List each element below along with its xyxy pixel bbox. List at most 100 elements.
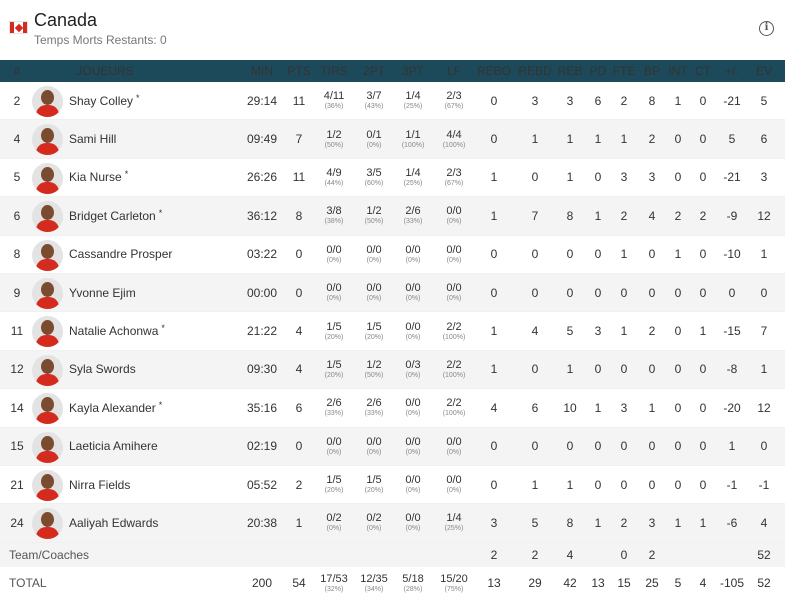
int-header[interactable]: INT — [668, 64, 688, 78]
ct-cell: 0 — [699, 132, 707, 147]
table-row[interactable]: 15 Laeticia Amihere 02:19 0 0/0 (0%) 0/0 (0%) 0/… — [0, 427, 785, 466]
table-row[interactable]: 12 Syla Swords 09:30 4 1/5 (20%) 1/2 (50%) 0/3 (0… — [0, 350, 785, 390]
p2-cell: 3/7 (43%) — [355, 82, 393, 119]
info-icon[interactable]: i — [759, 21, 774, 36]
table-row[interactable]: 14 Kayla Alexander * 35:16 6 2/6 (33%) 2/6 (33%)… — [0, 389, 785, 428]
p2-made-attempted: 1/5 — [366, 320, 382, 333]
plus-minus-header[interactable]: +/- — [724, 64, 740, 78]
p3-cell: 0/0 (0%) — [394, 504, 432, 541]
ev-cell: 5 — [760, 93, 768, 108]
p2-cell: 0/0 (0%) — [355, 274, 393, 311]
table-row[interactable]: 5 Kia Nurse * 26:26 11 4/9 (44%) 3/5 (60%) 1/4 (25… — [0, 159, 785, 198]
p2-percentage: (50%) — [364, 371, 384, 379]
pd-header[interactable]: PD — [589, 64, 607, 78]
player-name-link[interactable]: Syla Swords — [69, 351, 136, 388]
player-name-link[interactable]: Kayla Alexander * — [69, 389, 162, 426]
int-cell: 2 — [674, 208, 682, 223]
pm-cell: -15 — [723, 324, 741, 339]
rebd-cell: 6 — [531, 400, 539, 415]
ct-cell: 0 — [699, 439, 707, 454]
ev-cell: 12 — [757, 400, 771, 415]
ev-header[interactable]: EV — [755, 64, 772, 78]
player-name-link[interactable]: Laeticia Amihere — [69, 428, 158, 465]
p3-cell: 0/0 (0%) — [394, 274, 432, 311]
rebd-cell: 1 — [531, 132, 539, 147]
pm-cell: -10 — [723, 247, 741, 262]
pd-cell: 1 — [594, 208, 602, 223]
players-header[interactable]: JOUEURS — [76, 64, 134, 78]
reb-header[interactable]: REB — [557, 64, 583, 78]
rebd-header[interactable]: REBD — [518, 64, 552, 78]
int-cell: 0 — [674, 132, 682, 147]
tirs-percentage: (33%) — [324, 410, 344, 418]
player-name-link[interactable]: Cassandre Prosper — [69, 236, 172, 273]
ev-cell: 1 — [760, 362, 768, 377]
pd-cell: 0 — [594, 247, 602, 262]
rebo-cell: 4 — [490, 400, 498, 415]
ct-header[interactable]: CT — [695, 64, 711, 78]
fte-cell: 0 — [620, 362, 628, 377]
pd-cell: 13 — [591, 576, 605, 591]
p2-cell: 3/5 (60%) — [355, 159, 393, 196]
lf-percentage: (0%) — [446, 295, 462, 303]
p2-percentage: (33%) — [364, 410, 384, 418]
table-row[interactable]: 8 Cassandre Prosper 03:22 0 0/0 (0%) 0/0 (0%) 0/… — [0, 236, 785, 274]
table-row[interactable]: 4 Sami Hill 09:49 7 1/2 (50%) 0/1 (0%) 1/1 (100%)… — [0, 120, 785, 159]
table-row[interactable]: 21 Nirra Fields 05:52 2 1/5 (20%) 1/5 (20%) 0/0(… — [0, 466, 785, 505]
ev-cell: 3 — [760, 170, 768, 185]
player-name-link[interactable]: Natalie Achonwa * — [69, 312, 165, 349]
num-header[interactable]: # — [13, 64, 21, 78]
p2-made-attempted: 3/7 — [366, 90, 382, 103]
player-name-link[interactable]: Yvonne Ejim — [69, 274, 136, 311]
p3-cell: 0/0 (0%) — [394, 428, 432, 465]
p2-cell: 1/5 (20%) — [355, 466, 393, 503]
table-row[interactable]: 9 Yvonne Ejim 00:00 0 0/0 (0%) 0/0 (0%) 0/0 (0%) 0… — [0, 273, 785, 313]
player-name-link[interactable]: Nirra Fields — [69, 466, 130, 503]
table-row[interactable]: 6 Bridget Carleton * 36:12 8 3/8 (38%) 1/2 (50%)… — [0, 197, 785, 236]
bp-header[interactable]: BP — [643, 64, 660, 78]
player-name-link[interactable]: Shay Colley * — [69, 82, 140, 119]
jersey-number: 6 — [13, 208, 21, 223]
lf-percentage: (100%) — [442, 141, 466, 149]
fte-cell: 0 — [620, 547, 628, 562]
fte-cell: 2 — [620, 93, 628, 108]
fte-header[interactable]: FTE — [612, 64, 636, 78]
table-row[interactable]: 2 Shay Colley * 29:14 11 4/11 (36%) 3/7 (43%) 1/4… — [0, 82, 785, 121]
bp-cell: 0 — [648, 247, 656, 262]
ev-cell: 0 — [760, 285, 768, 300]
pm-cell: -6 — [726, 515, 738, 530]
reb-cell: 8 — [566, 208, 574, 223]
tirs-cell: 0/0 (0%) — [315, 274, 353, 311]
reb-cell: 4 — [566, 547, 574, 562]
pd-cell: 1 — [594, 400, 602, 415]
tirs-header[interactable]: TIRS — [320, 64, 348, 78]
p3-made-attempted: 5/18 — [402, 572, 424, 585]
lf-made-attempted: 0/0 — [446, 243, 462, 256]
player-name-link[interactable]: Bridget Carleton * — [69, 197, 162, 234]
p2-made-attempted: 1/5 — [366, 474, 382, 487]
player-name-link[interactable]: Sami Hill — [69, 120, 116, 157]
pd-cell: 0 — [594, 362, 602, 377]
pts-header[interactable]: PTS — [287, 64, 311, 78]
p2-made-attempted: 0/1 — [366, 128, 382, 141]
table-row[interactable]: 24 Aaliyah Edwards 20:38 1 0/2 (0%) 0/2 (0%) 0/0… — [0, 504, 785, 543]
lf-made-attempted: 2/2 — [446, 397, 462, 410]
lf-cell: 0/0 (0%) — [435, 428, 473, 465]
starter-marker: * — [158, 207, 163, 218]
min-header[interactable]: MIN — [251, 64, 273, 78]
2pt-header[interactable]: 2PT — [362, 64, 385, 78]
lf-cell: 2/3 (67%) — [435, 159, 473, 196]
tirs-percentage: (20%) — [324, 333, 344, 341]
rebo-header[interactable]: REBO — [476, 64, 511, 78]
player-name: Kayla Alexander — [69, 400, 156, 415]
lf-header[interactable]: LF — [446, 64, 461, 78]
player-name-link[interactable]: Kia Nurse * — [69, 159, 128, 196]
tirs-made-attempted: 4/9 — [326, 166, 342, 179]
3pt-header[interactable]: 3PT — [401, 64, 424, 78]
starter-marker: * — [161, 323, 165, 334]
player-name-link[interactable]: Aaliyah Edwards — [69, 504, 158, 541]
pm-cell: 1 — [728, 439, 736, 454]
table-row[interactable]: 11 Natalie Achonwa * 21:22 4 1/5 (20%) 1/5 (20%)… — [0, 312, 785, 351]
bp-cell: 3 — [648, 515, 656, 530]
player-avatar — [32, 469, 63, 501]
